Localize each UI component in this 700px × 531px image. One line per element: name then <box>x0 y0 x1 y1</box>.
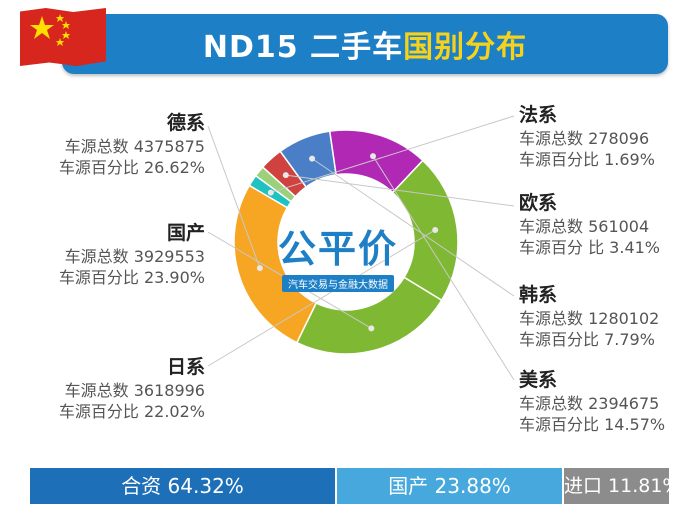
flag-small-star-4 <box>56 38 64 46</box>
leader-dot-6 <box>432 226 439 233</box>
label-percent: 车源百分比 22.02% <box>58 402 205 421</box>
leader-dot-1 <box>267 189 274 196</box>
leader-line-0 <box>207 125 261 269</box>
label-count: 车源总数 3929553 <box>64 247 205 266</box>
leader-line-4 <box>311 158 515 297</box>
label-count: 车源总数 1280102 <box>519 309 660 328</box>
leader-dot-5 <box>370 153 377 160</box>
summary-bar-joint-venture: 合资 64.32% <box>30 468 335 504</box>
label-count: 车源总数 3618996 <box>64 381 205 400</box>
label-percent: 车源百分 比 3.41% <box>519 238 661 257</box>
summary-bar-import: 进口 11.81% <box>564 468 681 504</box>
label-count: 车源总数 2394675 <box>519 394 660 413</box>
label-name: 美系 <box>519 369 558 391</box>
gongpingjia-logo: 公平价 汽车交易与金融大数据 <box>268 218 408 292</box>
summary-bar-domestic: 国产 23.88% <box>337 468 562 504</box>
flag-small-star-2 <box>62 21 70 29</box>
logo-main-text: 公平价 <box>277 227 398 271</box>
label-percent: 车源百分比 14.57% <box>519 415 666 434</box>
page-title: ND15 二手车国别分布 <box>62 22 668 66</box>
label-european: 欧系 车源总数 561004 车源百分 比 3.41% <box>519 190 660 258</box>
label-name: 国产 <box>166 222 205 244</box>
flag-small-star-1 <box>56 14 64 22</box>
donut-slice-7 <box>295 276 443 355</box>
leader-line-1 <box>270 115 515 194</box>
label-count: 车源总数 4375875 <box>64 137 205 156</box>
leader-dot-0 <box>256 265 263 272</box>
label-american: 美系 车源总数 2394675 车源百分比 14.57% <box>519 367 665 435</box>
label-name: 韩系 <box>519 284 558 306</box>
leader-line-5 <box>372 155 515 381</box>
label-name: 欧系 <box>519 192 558 214</box>
title-prefix: ND15 二手车 <box>202 30 404 65</box>
label-german: 德系 车源总数 4375875 车源百分比 26.62% <box>59 110 205 178</box>
leader-line-6 <box>207 229 436 367</box>
leader-line-3 <box>285 174 515 207</box>
label-count: 车源总数 278096 <box>519 129 650 148</box>
label-name: 日系 <box>166 356 205 378</box>
title-highlight: 国别分布 <box>403 30 528 65</box>
label-japanese: 日系 车源总数 3618996 车源百分比 22.02% <box>59 354 205 422</box>
donut-slices <box>233 129 459 355</box>
leader-dot-7 <box>368 325 375 332</box>
title-banner: ND15 二手车国别分布 <box>62 14 668 74</box>
leader-dot-3 <box>282 172 289 179</box>
label-korean: 韩系 车源总数 1280102 车源百分比 7.79% <box>519 282 659 350</box>
leader-lines <box>207 115 515 381</box>
label-french: 法系 车源总数 278096 车源百分比 1.69% <box>519 102 655 170</box>
flag-big-star <box>30 16 54 39</box>
label-count: 车源总数 561004 <box>519 217 650 236</box>
label-percent: 车源百分比 23.90% <box>58 268 205 287</box>
label-name: 德系 <box>166 112 205 134</box>
flag-small-star-3 <box>62 31 70 39</box>
label-percent: 车源百分比 1.69% <box>519 150 655 169</box>
label-domestic: 国产 车源总数 3929553 车源百分比 23.90% <box>59 220 205 288</box>
logo-sub-text: 汽车交易与金融大数据 <box>282 275 394 292</box>
label-percent: 车源百分比 26.62% <box>58 158 205 177</box>
label-percent: 车源百分比 7.79% <box>519 330 655 349</box>
china-flag-icon <box>20 8 106 66</box>
label-name: 法系 <box>519 104 558 126</box>
leader-dot-4 <box>309 155 316 162</box>
